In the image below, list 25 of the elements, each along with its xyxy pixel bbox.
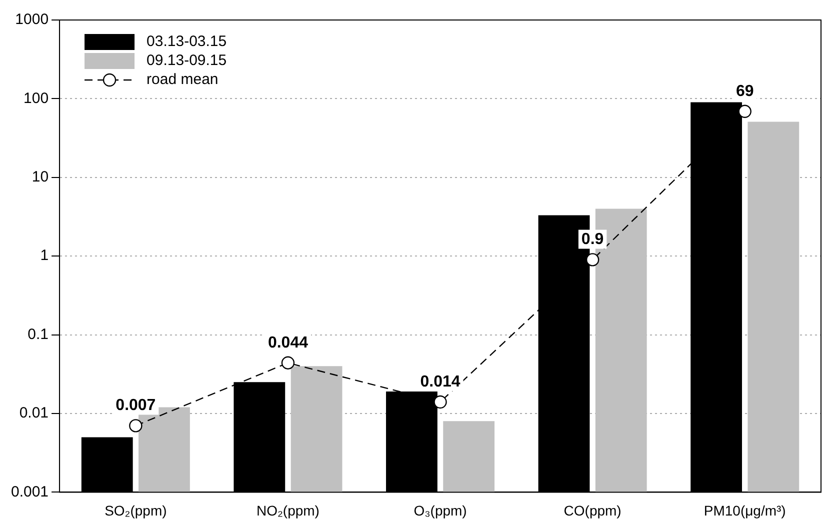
x-tick-label: NO₂(ppm) bbox=[256, 502, 320, 518]
x-tick-label: SO₂(ppm) bbox=[104, 502, 167, 518]
data-label: 0.9 bbox=[581, 231, 604, 248]
point bbox=[738, 104, 752, 118]
x-tick-label: PM10(μg/m³) bbox=[704, 502, 786, 518]
legend-label: 09.13-09.15 bbox=[146, 52, 227, 70]
point bbox=[586, 253, 600, 266]
y-tick-label: 0.001 bbox=[10, 483, 49, 500]
data-label: 0.044 bbox=[268, 334, 308, 352]
y-tick-label: 10 bbox=[32, 168, 49, 186]
point bbox=[434, 395, 447, 409]
data-label: 0.007 bbox=[116, 397, 156, 414]
x-tick-label: CO(ppm) bbox=[564, 502, 622, 518]
legend-label: 03.13-03.15 bbox=[146, 33, 227, 50]
point bbox=[281, 356, 295, 370]
y-tick-label: 100 bbox=[24, 90, 49, 107]
y-tick-label: 1 bbox=[40, 247, 49, 264]
y-tick-label: 1000 bbox=[15, 11, 49, 28]
x-tick-label: O₃(ppm) bbox=[414, 502, 467, 518]
data-label: 69 bbox=[736, 82, 754, 100]
point bbox=[129, 419, 142, 432]
y-tick-label: 0.01 bbox=[19, 404, 49, 422]
data-label: 0.014 bbox=[420, 373, 460, 390]
y-tick-label: 0.1 bbox=[28, 326, 49, 343]
legend-label: road mean bbox=[146, 71, 218, 88]
